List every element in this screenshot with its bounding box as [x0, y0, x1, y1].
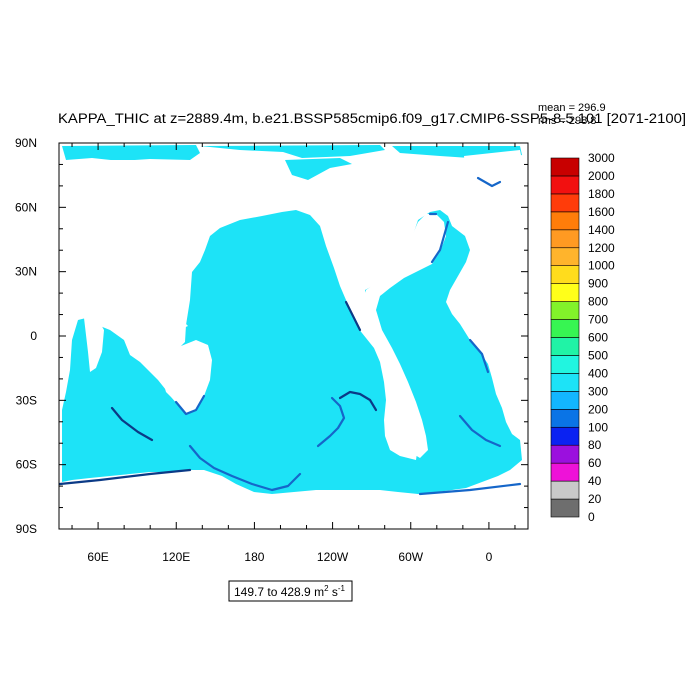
americas-landmass — [362, 214, 446, 458]
x-tick-label: 0 — [486, 550, 493, 564]
colorbar-swatch — [550, 391, 580, 410]
colorbar-swatch — [550, 265, 580, 284]
colorbar-label: 700 — [588, 313, 608, 327]
colorbar-swatch — [550, 157, 580, 177]
y-tick-label: 30S — [16, 393, 37, 407]
india-landmass — [84, 316, 104, 372]
colorbar-swatch — [550, 247, 580, 267]
colorbar-label: 500 — [588, 348, 608, 362]
colorbar-swatch — [550, 355, 580, 374]
y-tick-label: 90S — [16, 522, 37, 536]
colorbar-swatch — [550, 426, 580, 446]
colorbar-label: 3000 — [588, 151, 615, 165]
colorbar-label: 60 — [588, 456, 602, 470]
land-masks — [59, 150, 528, 529]
x-tick-label: 120E — [162, 550, 190, 564]
coastlines — [59, 176, 522, 496]
y-tick-label: 90N — [15, 136, 37, 150]
australia-landmass — [158, 340, 212, 414]
colorbar-label: 80 — [588, 438, 602, 452]
greenland-landmass — [464, 150, 524, 196]
colorbar-swatch — [550, 193, 580, 213]
colorbar-label: 1200 — [588, 241, 615, 255]
antarctica-landmass — [59, 494, 528, 529]
colorbar-swatch — [550, 301, 580, 320]
colorbar-swatch — [550, 283, 580, 302]
x-tick-label: 60W — [398, 550, 423, 564]
x-tick-label: 60E — [87, 550, 108, 564]
colorbar-swatch — [550, 480, 580, 500]
mean-label: mean = 296.9 — [538, 102, 606, 114]
colorbar-label: 300 — [588, 384, 608, 398]
colorbar-swatch — [550, 498, 580, 518]
colorbar-swatch — [550, 229, 580, 249]
colorbar-label: 1000 — [588, 259, 615, 273]
y-tick-label: 0 — [30, 329, 37, 343]
asia-landmass — [59, 160, 205, 322]
colorbar-label: 1400 — [588, 223, 615, 237]
rms-label: rms = 298.8 — [538, 115, 596, 127]
colorbar-swatch — [550, 408, 580, 428]
arctic-sliver — [285, 158, 352, 180]
colorbar-label: 2000 — [588, 169, 615, 183]
colorbar-label: 100 — [588, 420, 608, 434]
colorbar-label: 900 — [588, 277, 608, 291]
colorbar-swatch — [550, 175, 580, 195]
axis-ticks: 60E 120E 180 120W 60W 0 90N 60N 30N 0 30S 60S 90S — [15, 136, 528, 564]
indonesia-landmass — [128, 312, 188, 332]
colorbar-label: 800 — [588, 295, 608, 309]
colorbar-label: 40 — [588, 474, 602, 488]
colorbar-label: 1600 — [588, 205, 615, 219]
colorbar-swatch — [550, 373, 580, 392]
y-tick-label: 60S — [16, 458, 37, 472]
colorbar-swatch — [550, 444, 580, 464]
map-title: KAPPA_THIC at z=2889.4m, b.e21.BSSP585cm… — [58, 111, 686, 126]
colorbar-label: 600 — [588, 331, 608, 345]
x-tick-label: 180 — [244, 550, 264, 564]
y-tick-label: 30N — [15, 265, 37, 279]
colorbar-swatch — [550, 462, 580, 482]
colorbar-label: 1800 — [588, 187, 615, 201]
northamerica-north — [330, 198, 410, 252]
colorbar-swatch — [550, 337, 580, 356]
colorbar-swatch — [550, 211, 580, 231]
range-box: 149.7 to 428.9 m2 s-1 — [228, 580, 353, 602]
range-label: 149.7 to 428.9 m2 s-1 — [234, 584, 346, 599]
colorbar-swatch — [550, 319, 580, 338]
colorbar-label: 400 — [588, 366, 608, 380]
colorbar-label: 200 — [588, 402, 608, 416]
colorbar-label: 0 — [588, 510, 595, 524]
x-tick-label: 120W — [317, 550, 349, 564]
colorbar-label: 20 — [588, 492, 602, 506]
y-tick-label: 60N — [15, 200, 37, 214]
colorbar: 0 20 40 60 80 100 200 300 400 500 600 700 800 900 1000… — [550, 151, 615, 524]
arctic-ocean-region — [62, 145, 522, 161]
africa-landmass — [59, 300, 80, 420]
